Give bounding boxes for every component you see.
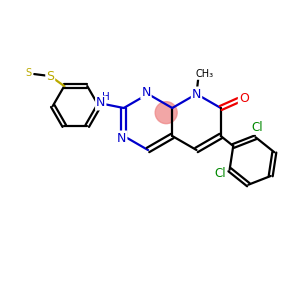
Text: H: H (102, 92, 110, 102)
Text: S: S (25, 68, 31, 78)
Text: Cl: Cl (214, 167, 226, 180)
Text: N: N (192, 88, 201, 100)
Text: O: O (239, 92, 249, 104)
Text: S: S (46, 70, 54, 83)
Text: Cl: Cl (251, 121, 263, 134)
Text: N: N (141, 85, 151, 98)
Text: N: N (96, 97, 105, 110)
Text: CH₃: CH₃ (195, 69, 214, 79)
Text: N: N (117, 131, 126, 145)
Circle shape (155, 102, 177, 124)
